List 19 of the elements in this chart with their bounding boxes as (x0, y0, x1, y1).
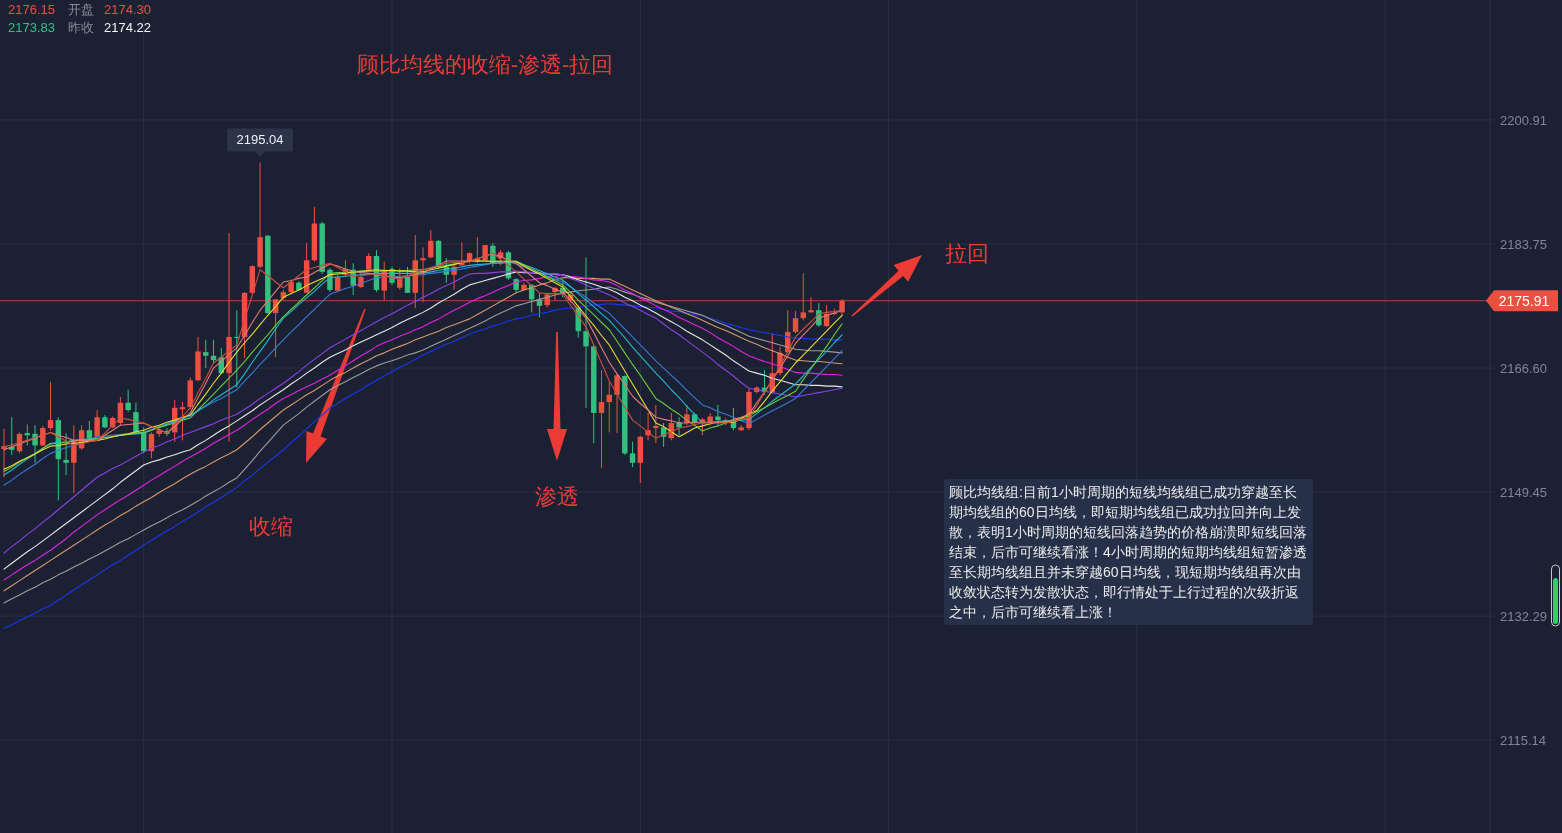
annotation: 2173.83 (8, 20, 55, 35)
annotation: 开盘 (68, 2, 94, 17)
text: 拉回 (945, 241, 989, 266)
text: 顾比均线的收缩-渗透-拉回 (356, 52, 614, 77)
annotation: 昨收 (68, 20, 94, 35)
annotation: 2176.15 (8, 2, 55, 17)
annotation: 收缩 (249, 514, 293, 539)
text: 顾比均线组:目前1小时周期的短线均线组已成功穿越至长期均线组的60日均线，即短期均线组已成功拉回并向上发散，表明1小时周期的短线回落趋势的价格崩溃即短线回落结束，后市可继续看涨！4小时周期的短期均线组短暂渗透至长期均线组且并未穿越60日均线，现短期均线组再次由收敛状态转为发散状态，即行情处于上行过程的次级折返之中，后市可继续看上涨！ (949, 484, 1307, 620)
annotation: 渗透 (535, 484, 579, 509)
y-tick-label: 2183.75 (1500, 236, 1547, 252)
annotation: 2195.04 (236, 132, 284, 148)
annotation: 2174.22 (104, 20, 151, 35)
ref-line-label: 2175.91 (1498, 292, 1550, 309)
y-tick-label: 2166.60 (1500, 360, 1547, 376)
y-tick-label: 2115.14 (1500, 732, 1547, 748)
y-tick-label: 2132.29 (1500, 608, 1547, 624)
y-tick-label: 2200.91 (1500, 112, 1547, 128)
y-tick-label: 2149.45 (1500, 484, 1547, 500)
annotation: 2174.30 (104, 2, 151, 17)
